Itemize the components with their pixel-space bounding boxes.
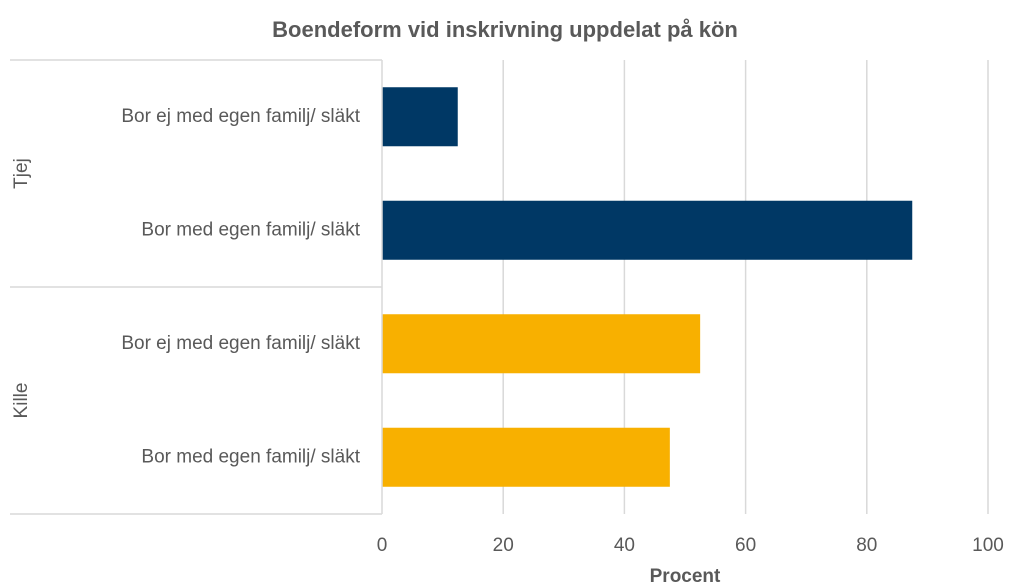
group-label: Kille [11, 383, 32, 419]
y-tick-label: Bor med egen familj/ släkt [141, 446, 360, 467]
x-tick-label: 60 [735, 535, 756, 556]
bar [382, 427, 670, 487]
group-label: Tjej [11, 158, 32, 189]
x-axis-label: Procent [650, 566, 721, 586]
x-tick-label: 0 [377, 535, 388, 556]
bar [382, 87, 458, 147]
x-tick-label: 80 [856, 535, 877, 556]
x-tick-label: 40 [614, 535, 635, 556]
y-tick-label: Bor med egen familj/ släkt [141, 219, 360, 240]
y-tick-label: Bor ej med egen familj/ släkt [121, 333, 360, 354]
y-tick-label: Bor ej med egen familj/ släkt [121, 106, 360, 127]
x-tick-label: 20 [493, 535, 514, 556]
bar [382, 200, 913, 260]
bar [382, 314, 701, 374]
x-tick-label: 100 [972, 535, 1004, 556]
chart-title: Boendeform vid inskrivning uppdelat på k… [272, 17, 738, 42]
